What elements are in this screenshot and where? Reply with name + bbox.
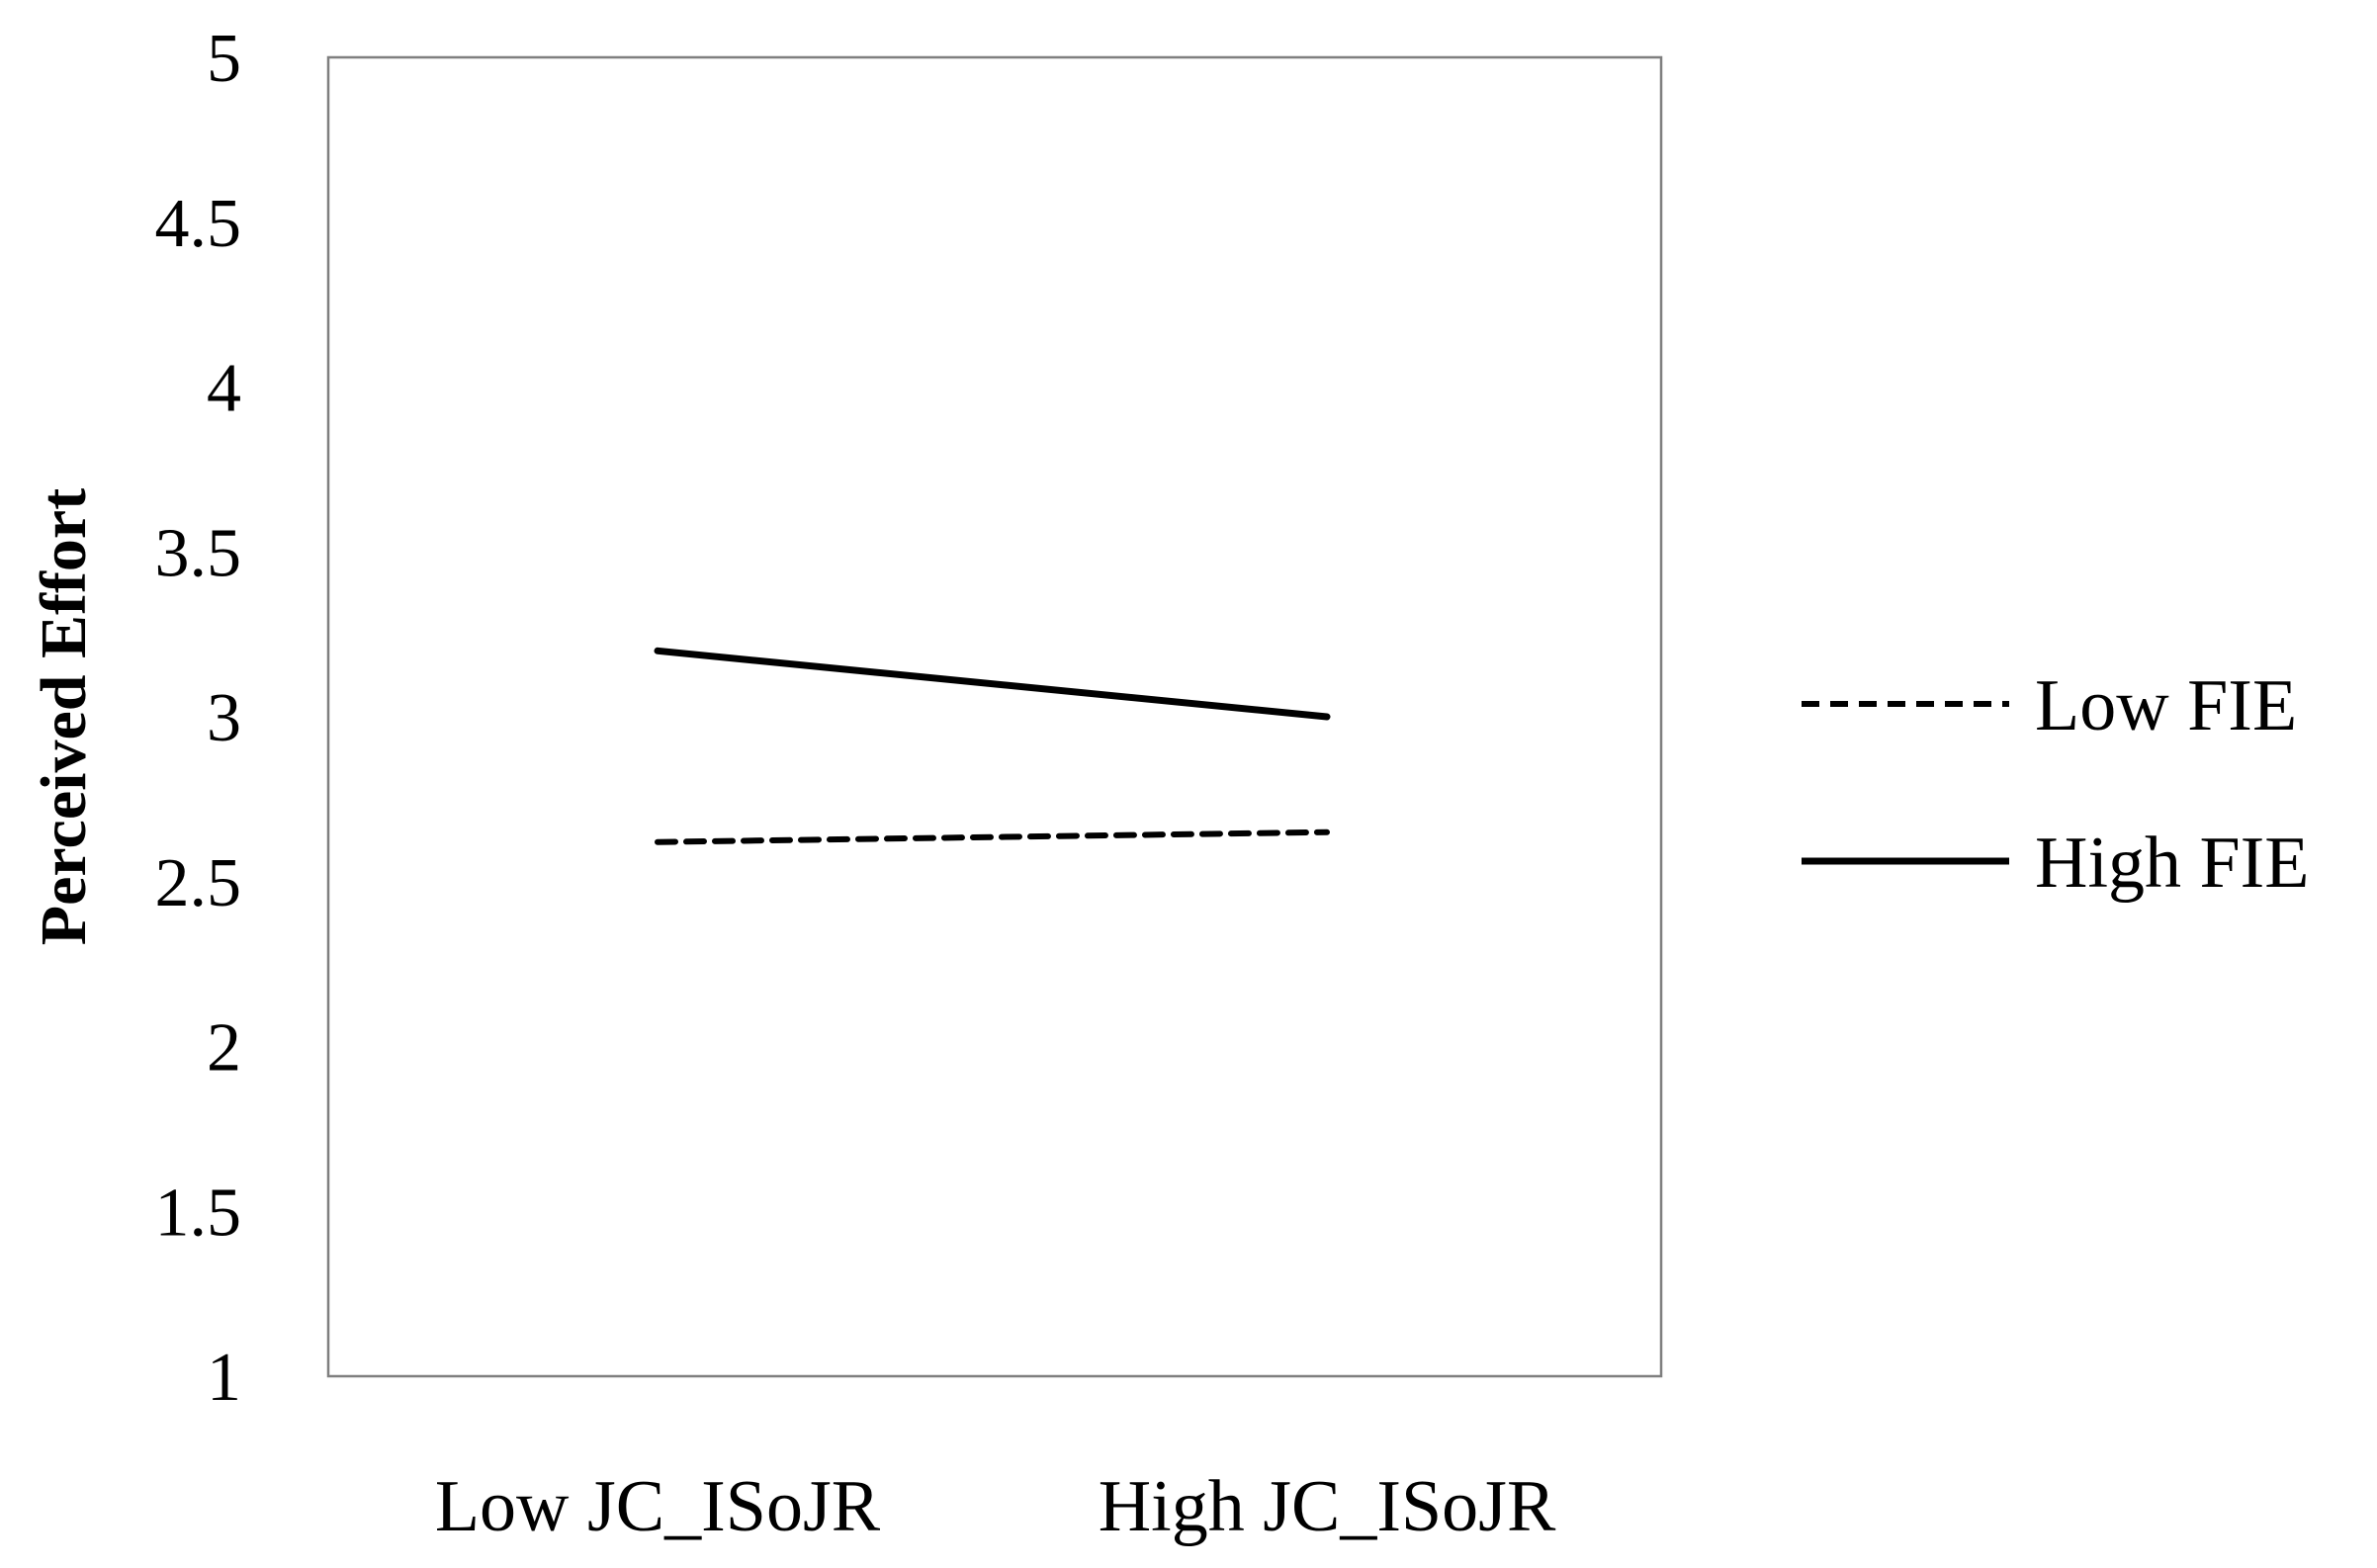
legend: Low FIE High FIE [1802,665,2310,904]
y-tick-label: 5 [207,21,241,97]
y-axis-ticks: 1 1.5 2 2.5 3 3.5 4 4.5 5 [155,21,242,1416]
legend-label: Low FIE [2035,665,2297,746]
x-axis-labels: Low JC_ISoJR High JC_ISoJR [435,1466,1556,1547]
y-tick-label: 2.5 [155,845,242,921]
y-tick-label: 1.5 [155,1175,242,1251]
x-category-label: Low JC_ISoJR [435,1466,881,1547]
y-tick-label: 2 [207,1010,241,1087]
legend-label: High FIE [2035,823,2310,904]
y-tick-label: 3 [207,680,241,756]
y-tick-label: 3.5 [155,515,242,591]
y-tick-label: 1 [207,1340,241,1416]
x-category-label: High JC_ISoJR [1099,1466,1556,1547]
y-axis-title: Perceived Effort [28,488,100,945]
y-tick-label: 4 [207,351,241,427]
plot-area [328,57,1661,1376]
y-tick-label: 4.5 [155,186,242,262]
